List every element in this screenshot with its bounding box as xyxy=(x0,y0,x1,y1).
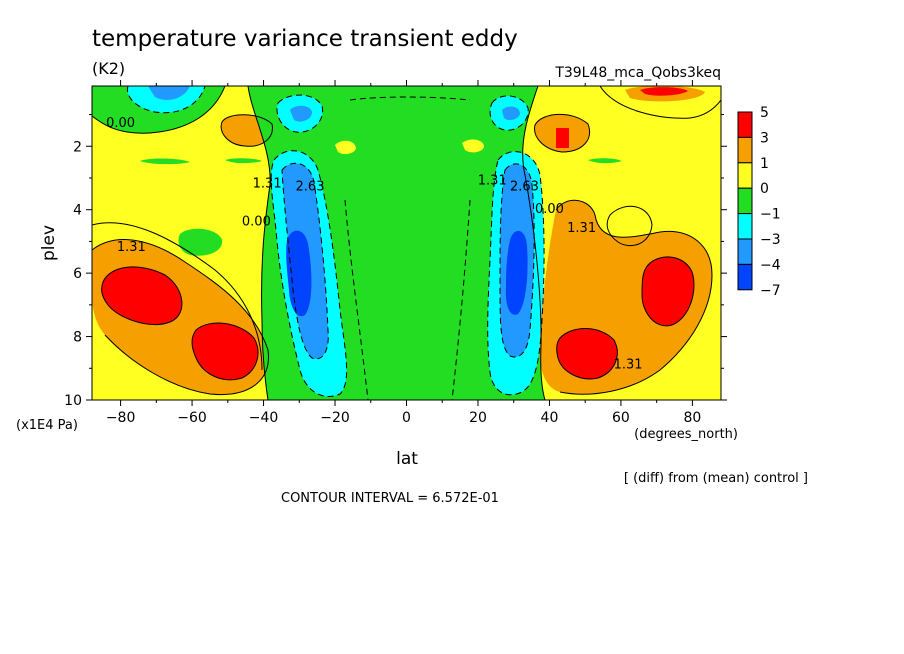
fill-green-south-sliver xyxy=(140,158,190,165)
y-tick-label: 4 xyxy=(73,203,82,219)
contour-value-label: 1.31 xyxy=(253,176,282,191)
colorbar-swatch xyxy=(737,136,753,164)
fill-red-north-top xyxy=(640,87,688,96)
contour-line xyxy=(281,162,329,360)
contour-line xyxy=(606,205,653,247)
contour-line xyxy=(191,322,259,381)
fill-darkblue-north-jet xyxy=(505,230,528,315)
contour-value-label: 0.00 xyxy=(242,215,271,230)
colorbar-label: −7 xyxy=(760,283,781,299)
y-tick-label: 6 xyxy=(73,266,82,282)
x-tick-label: 80 xyxy=(683,410,701,426)
fill-darkblue-south-jet xyxy=(286,230,312,317)
x-tick-label: 40 xyxy=(541,410,559,426)
x-tick-label: −80 xyxy=(106,410,136,426)
contour-line xyxy=(451,199,471,400)
contour-line xyxy=(276,94,324,133)
y-tick-label: 2 xyxy=(73,139,82,155)
y-axis-units: (x1E4 Pa) xyxy=(16,418,78,433)
colorbar-swatch xyxy=(737,213,753,240)
contour-line xyxy=(599,86,721,119)
colorbar-label: −4 xyxy=(760,257,781,273)
colorbar-label: −3 xyxy=(760,232,781,248)
fill-blue-nw xyxy=(148,86,190,100)
fill-red-north-a xyxy=(642,256,694,326)
fill-red-north-small xyxy=(556,128,569,148)
contour-interval: CONTOUR INTERVAL = 6.572E-01 xyxy=(281,491,499,506)
contour-line xyxy=(556,328,618,380)
contour-labels: 0.001.310.001.31 2.63 1.31 2.630.001.311.31 xyxy=(106,116,642,372)
fill-green-south-sliver-2 xyxy=(225,158,262,164)
y-axis: 2 4 6 8 10 xyxy=(64,114,727,409)
fill-red-south-b xyxy=(191,323,258,380)
contour-value-label: 1.31 xyxy=(117,240,146,255)
colorbar-label: 3 xyxy=(760,130,769,146)
contour-line xyxy=(270,150,348,397)
fill-green-south-blob xyxy=(178,228,223,256)
contour-line xyxy=(641,256,695,327)
x-tick-label: −20 xyxy=(320,410,350,426)
y-axis-label: plev xyxy=(39,225,59,261)
fill-blue-south-upper xyxy=(290,105,312,122)
chart-title: temperature variance transient eddy xyxy=(92,26,518,52)
contour-value-label: 0.00 xyxy=(535,202,564,217)
y-tick-label: 10 xyxy=(64,393,82,409)
y-tick-label: 8 xyxy=(73,330,82,346)
contour-line xyxy=(101,266,183,326)
colorbar-label: 1 xyxy=(760,156,769,172)
x-tick-label: 60 xyxy=(612,410,630,426)
x-tick-label: −40 xyxy=(249,410,279,426)
colorbar-swatch xyxy=(737,162,753,189)
fill-red-north-b xyxy=(556,328,618,379)
contour-line xyxy=(92,86,226,134)
contour-line xyxy=(489,95,529,131)
footer-note: [ (diff) from (mean) control ] xyxy=(624,471,808,486)
fill-yellow-tropic-a xyxy=(335,140,356,155)
colorbar-swatch xyxy=(737,238,753,265)
contour-value-label: 1.31 xyxy=(567,221,596,236)
contour-value-label: 0.00 xyxy=(106,116,135,131)
contour-line xyxy=(247,86,271,400)
colorbar-swatch xyxy=(737,111,753,138)
contour-line xyxy=(534,113,590,153)
contour-lines-dashed xyxy=(126,86,545,400)
contour-line xyxy=(555,200,713,395)
colorbar: 5 3 1 0 −1 −3 −4 −7 xyxy=(737,105,781,299)
experiment-label: T39L48_mca_Qobs3keq xyxy=(554,65,721,81)
contour-lines xyxy=(92,86,721,400)
x-tick-label: 20 xyxy=(469,410,487,426)
x-axis: −80 −60 −40 −20 0 20 40 60 80 xyxy=(106,80,701,426)
fill-green-north-sliver xyxy=(588,158,622,164)
x-axis-label: lat xyxy=(396,449,418,469)
fill-blue-north-upper xyxy=(502,106,520,121)
contour-value-label: 2.63 xyxy=(296,180,325,195)
fill-red-south-a xyxy=(101,266,182,325)
units-label: (K2) xyxy=(92,59,125,78)
plot-area: 0.001.310.001.31 2.63 1.31 2.630.001.311.31 xyxy=(92,86,721,400)
colorbar-label: 5 xyxy=(760,105,769,121)
contour-line xyxy=(522,86,546,400)
contour-line xyxy=(220,114,273,147)
contour-line xyxy=(92,239,269,396)
contour-value-label: 1.31 xyxy=(478,173,507,188)
contour-line xyxy=(349,96,471,101)
colorbar-label: 0 xyxy=(760,181,769,197)
contour-line xyxy=(499,163,535,358)
colorbar-swatch xyxy=(737,263,753,291)
x-axis-units: (degrees_north) xyxy=(634,427,738,442)
fill-yellow-tropic-b xyxy=(462,139,484,153)
contour-value-label: 2.63 xyxy=(510,180,539,195)
contour-line xyxy=(344,199,369,400)
colorbar-swatch xyxy=(737,187,753,215)
x-tick-label: −60 xyxy=(177,410,207,426)
x-tick-label: 0 xyxy=(402,410,411,426)
contour-line xyxy=(126,86,206,114)
colorbar-label: −1 xyxy=(760,207,781,223)
contour-line xyxy=(92,222,263,371)
contour-value-label: 1.31 xyxy=(614,357,643,372)
